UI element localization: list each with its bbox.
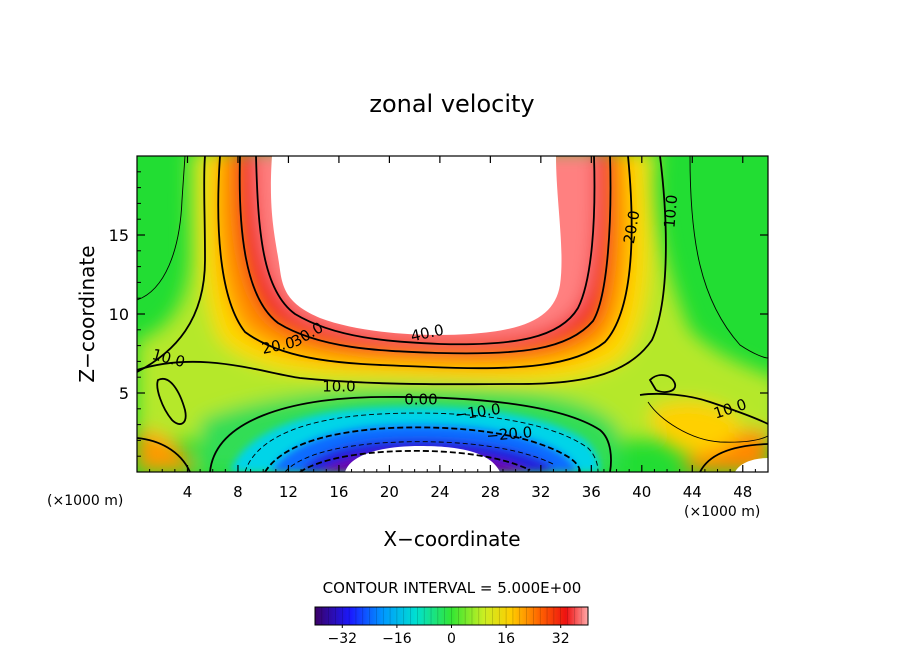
contour-40 — [255, 156, 596, 346]
contour-label: 20.0 — [620, 209, 644, 245]
x-unit-label-left: (×1000 m) — [47, 493, 123, 509]
x-tick-label: 28 — [481, 483, 500, 501]
contour-label-text: 10.0 — [322, 378, 355, 396]
x-tick-label: 44 — [683, 483, 702, 501]
contour-interval-label: CONTOUR INTERVAL = 5.000E+00 — [323, 579, 582, 597]
x-tick-label: 24 — [430, 483, 449, 501]
contour-label: 10.0 — [660, 194, 681, 229]
colorbar-tick-label: 16 — [497, 631, 515, 647]
x-tick-label: 12 — [279, 483, 298, 501]
x-axis-title: X−coordinate — [383, 527, 520, 551]
contour-lines — [137, 156, 768, 472]
contour-5 — [137, 156, 186, 301]
colorbar-tick-label: 0 — [447, 631, 456, 647]
colorbar-gradient — [315, 607, 588, 625]
contour-small-right-b — [639, 392, 768, 425]
contour-label: 0.00 — [404, 390, 437, 408]
contour-small-right-a — [648, 374, 676, 393]
contour-20 — [217, 156, 633, 370]
colorbar-tick-label: −32 — [328, 631, 358, 647]
contour-lowerright — [699, 443, 768, 472]
contour-small-left — [156, 377, 187, 425]
contour-label-text: −20.0 — [486, 423, 533, 445]
x-tick-label: 40 — [632, 483, 651, 501]
contour-lowerleft — [137, 437, 191, 472]
contour-label-text: 20.0 — [620, 209, 644, 245]
y-tick-label: 10 — [109, 305, 129, 324]
colorbar-tick-label: −16 — [382, 631, 412, 647]
x-tick-label: 32 — [531, 483, 550, 501]
colorbar: −32 −16 0 16 32 — [314, 606, 589, 647]
colorbar-stripes — [314, 607, 589, 625]
y-tick-label: 5 — [119, 384, 129, 403]
contour-m10 — [264, 426, 581, 472]
x-unit-label-right: (×1000 m) — [684, 504, 760, 520]
contour-label-text: 0.00 — [404, 390, 437, 408]
contour-label-text: 10.0 — [660, 194, 681, 229]
y-tick-label: 15 — [109, 226, 129, 245]
velocity-field — [137, 156, 768, 472]
colorbar-tick-label: 32 — [552, 631, 570, 647]
contour-m20 — [299, 449, 531, 472]
colorbar-ticks: −32 −16 0 16 32 — [328, 625, 570, 647]
y-axis-title: Z−coordinate — [75, 245, 99, 382]
x-tick-label: 4 — [183, 483, 193, 501]
contour-30 — [238, 156, 612, 355]
missing-region-upper — [270, 156, 562, 335]
contour-label: 10.0 — [322, 378, 355, 396]
contour-right-10 — [647, 401, 768, 443]
contour-label: −20.0 — [486, 423, 533, 445]
x-tick-label: 16 — [329, 483, 348, 501]
x-tick-label: 20 — [380, 483, 399, 501]
contour-10 — [137, 156, 206, 373]
x-tick-label: 36 — [582, 483, 601, 501]
x-tick-label: 48 — [733, 483, 752, 501]
y-axis: 5 10 15 — [109, 171, 768, 457]
contour-0 — [209, 396, 612, 472]
contour-m15 — [284, 441, 556, 472]
x-tick-label: 8 — [233, 483, 243, 501]
contour-5b — [689, 156, 768, 359]
chart-title: zonal velocity — [369, 90, 534, 118]
contour-10-lower — [137, 156, 667, 386]
field-band-lowerright — [680, 428, 768, 472]
x-axis: 4 8 12 16 20 24 28 32 36 40 44 48 — [149, 156, 756, 501]
contour-m5 — [244, 412, 599, 472]
